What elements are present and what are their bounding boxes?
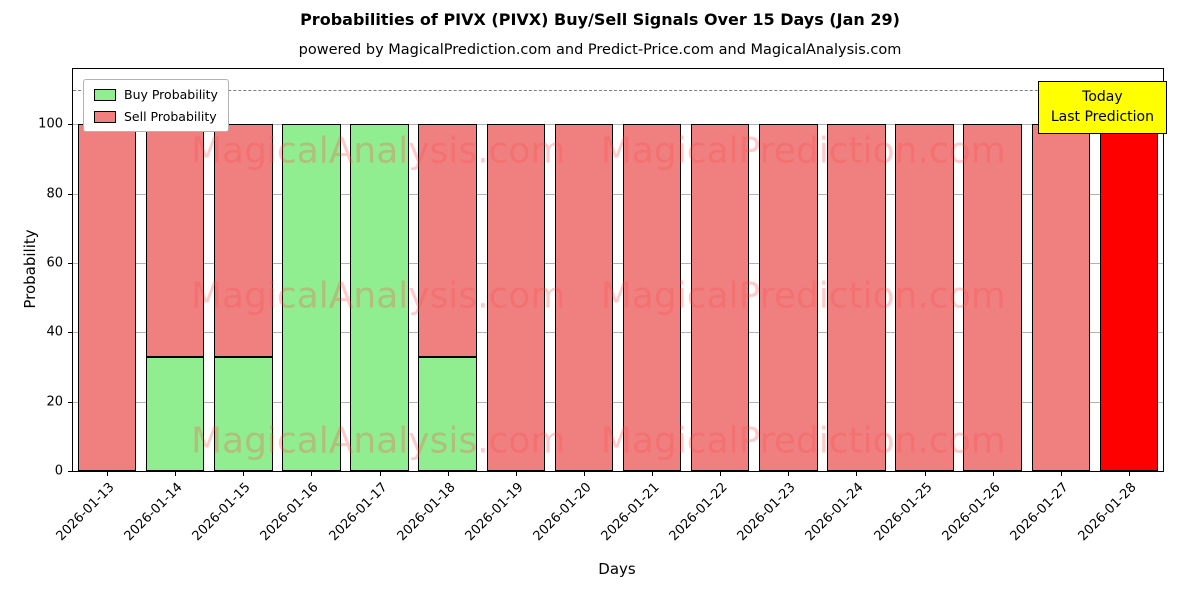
bar-2026-01-25-sell xyxy=(895,124,954,471)
x-tick-mark-2026-01-28 xyxy=(1128,471,1130,476)
y-tick-label-40: 40 xyxy=(46,324,63,340)
x-tick-mark-2026-01-15 xyxy=(243,471,245,476)
legend-swatch-sell-icon xyxy=(94,110,116,123)
x-tick-mark-2026-01-27 xyxy=(1060,471,1062,476)
x-tick-label-2026-01-15: 2026-01-15 xyxy=(189,480,254,545)
y-tick-label-0: 0 xyxy=(54,463,63,479)
x-tick-mark-2026-01-20 xyxy=(583,471,585,476)
gridline-100 xyxy=(73,124,1163,126)
bar-2026-01-19-sell xyxy=(486,124,546,471)
legend: Buy Probability Sell Probability xyxy=(83,79,229,132)
bar-2026-01-24-sell xyxy=(827,124,886,471)
x-tick-mark-2026-01-25 xyxy=(924,471,926,476)
x-tick-mark-2026-01-13 xyxy=(107,471,109,476)
x-tick-label-2026-01-20: 2026-01-20 xyxy=(530,480,595,545)
x-tick-label-2026-01-18: 2026-01-18 xyxy=(394,480,459,545)
x-axis-label: Days xyxy=(598,560,636,578)
x-tick-mark-2026-01-18 xyxy=(447,471,449,476)
legend-label-sell: Sell Probability xyxy=(124,109,217,124)
y-tick-mark-100 xyxy=(68,124,73,126)
gridline-40 xyxy=(73,332,1163,334)
bar-2026-01-26-sell xyxy=(963,124,1022,471)
x-tick-mark-2026-01-22 xyxy=(720,471,722,476)
bar-2026-01-27-sell xyxy=(1031,124,1091,471)
chart-title: Probabilities of PIVX (PIVX) Buy/Sell Si… xyxy=(300,10,900,29)
y-tick-label-80: 80 xyxy=(46,186,63,202)
bar-2026-01-17-buy xyxy=(350,124,409,471)
y-tick-label-100: 100 xyxy=(38,116,63,132)
dashed-threshold-line xyxy=(73,89,1163,91)
bar-2026-01-14-sell xyxy=(145,124,205,357)
y-axis-label: Probability xyxy=(21,229,39,309)
x-tick-label-2026-01-26: 2026-01-26 xyxy=(939,480,1004,545)
x-tick-label-2026-01-19: 2026-01-19 xyxy=(462,480,527,545)
x-tick-mark-2026-01-26 xyxy=(992,471,994,476)
bar-2026-01-23-sell xyxy=(759,124,818,471)
annotation-line1: Today xyxy=(1082,89,1123,105)
x-tick-label-2026-01-24: 2026-01-24 xyxy=(803,480,868,545)
bar-2026-01-20-sell xyxy=(554,124,614,471)
y-tick-mark-0 xyxy=(68,471,73,472)
x-tick-label-2026-01-27: 2026-01-27 xyxy=(1007,480,1072,545)
y-tick-mark-60 xyxy=(68,263,73,265)
x-tick-mark-2026-01-19 xyxy=(515,471,517,476)
chart-subtitle: powered by MagicalPrediction.com and Pre… xyxy=(298,42,902,58)
y-tick-mark-20 xyxy=(68,401,73,403)
legend-item-sell: Sell Probability xyxy=(94,109,218,124)
x-tick-label-2026-01-25: 2026-01-25 xyxy=(871,480,936,545)
bar-2026-01-14-buy xyxy=(145,356,205,471)
bar-2026-01-18-sell xyxy=(418,124,477,357)
y-tick-label-20: 20 xyxy=(46,394,63,410)
x-tick-label-2026-01-14: 2026-01-14 xyxy=(121,480,186,545)
x-tick-label-2026-01-16: 2026-01-16 xyxy=(258,480,323,545)
x-tick-label-2026-01-17: 2026-01-17 xyxy=(326,480,391,545)
bar-2026-01-18-buy xyxy=(418,356,477,471)
legend-item-buy: Buy Probability xyxy=(94,87,218,102)
x-tick-label-2026-01-22: 2026-01-22 xyxy=(666,480,731,545)
gridline-20 xyxy=(73,401,1163,403)
bar-2026-01-22-sell xyxy=(690,124,750,471)
bar-2026-01-21-sell xyxy=(622,124,682,471)
x-tick-mark-2026-01-21 xyxy=(652,471,654,476)
y-tick-mark-80 xyxy=(68,193,73,195)
bar-2026-01-15-buy xyxy=(214,356,273,471)
gridline-60 xyxy=(73,263,1163,265)
bar-2026-01-16-buy xyxy=(282,124,341,471)
y-tick-mark-40 xyxy=(68,332,73,334)
y-tick-label-60: 60 xyxy=(46,255,63,271)
x-tick-label-2026-01-13: 2026-01-13 xyxy=(53,480,118,545)
x-tick-label-2026-01-23: 2026-01-23 xyxy=(734,480,799,545)
x-tick-mark-2026-01-16 xyxy=(311,471,313,476)
annotation-line2: Last Prediction xyxy=(1050,109,1154,126)
legend-label-buy: Buy Probability xyxy=(124,87,218,102)
legend-swatch-buy-icon xyxy=(94,88,116,101)
x-tick-label-2026-01-21: 2026-01-21 xyxy=(598,480,663,545)
x-tick-mark-2026-01-17 xyxy=(379,471,381,476)
today-annotation-box: Today Last Prediction xyxy=(1037,81,1167,134)
bar-2026-01-28-sell xyxy=(1099,124,1159,471)
x-tick-mark-2026-01-14 xyxy=(175,471,177,476)
x-tick-mark-2026-01-24 xyxy=(856,471,858,476)
bar-2026-01-15-sell xyxy=(214,124,273,357)
bar-2026-01-13-sell xyxy=(77,124,137,471)
x-tick-mark-2026-01-23 xyxy=(788,471,790,476)
x-tick-label-2026-01-28: 2026-01-28 xyxy=(1075,480,1140,545)
gridline-80 xyxy=(73,193,1163,195)
plot-area: MagicalAnalysis.com MagicalPrediction.com… xyxy=(38,68,1167,544)
